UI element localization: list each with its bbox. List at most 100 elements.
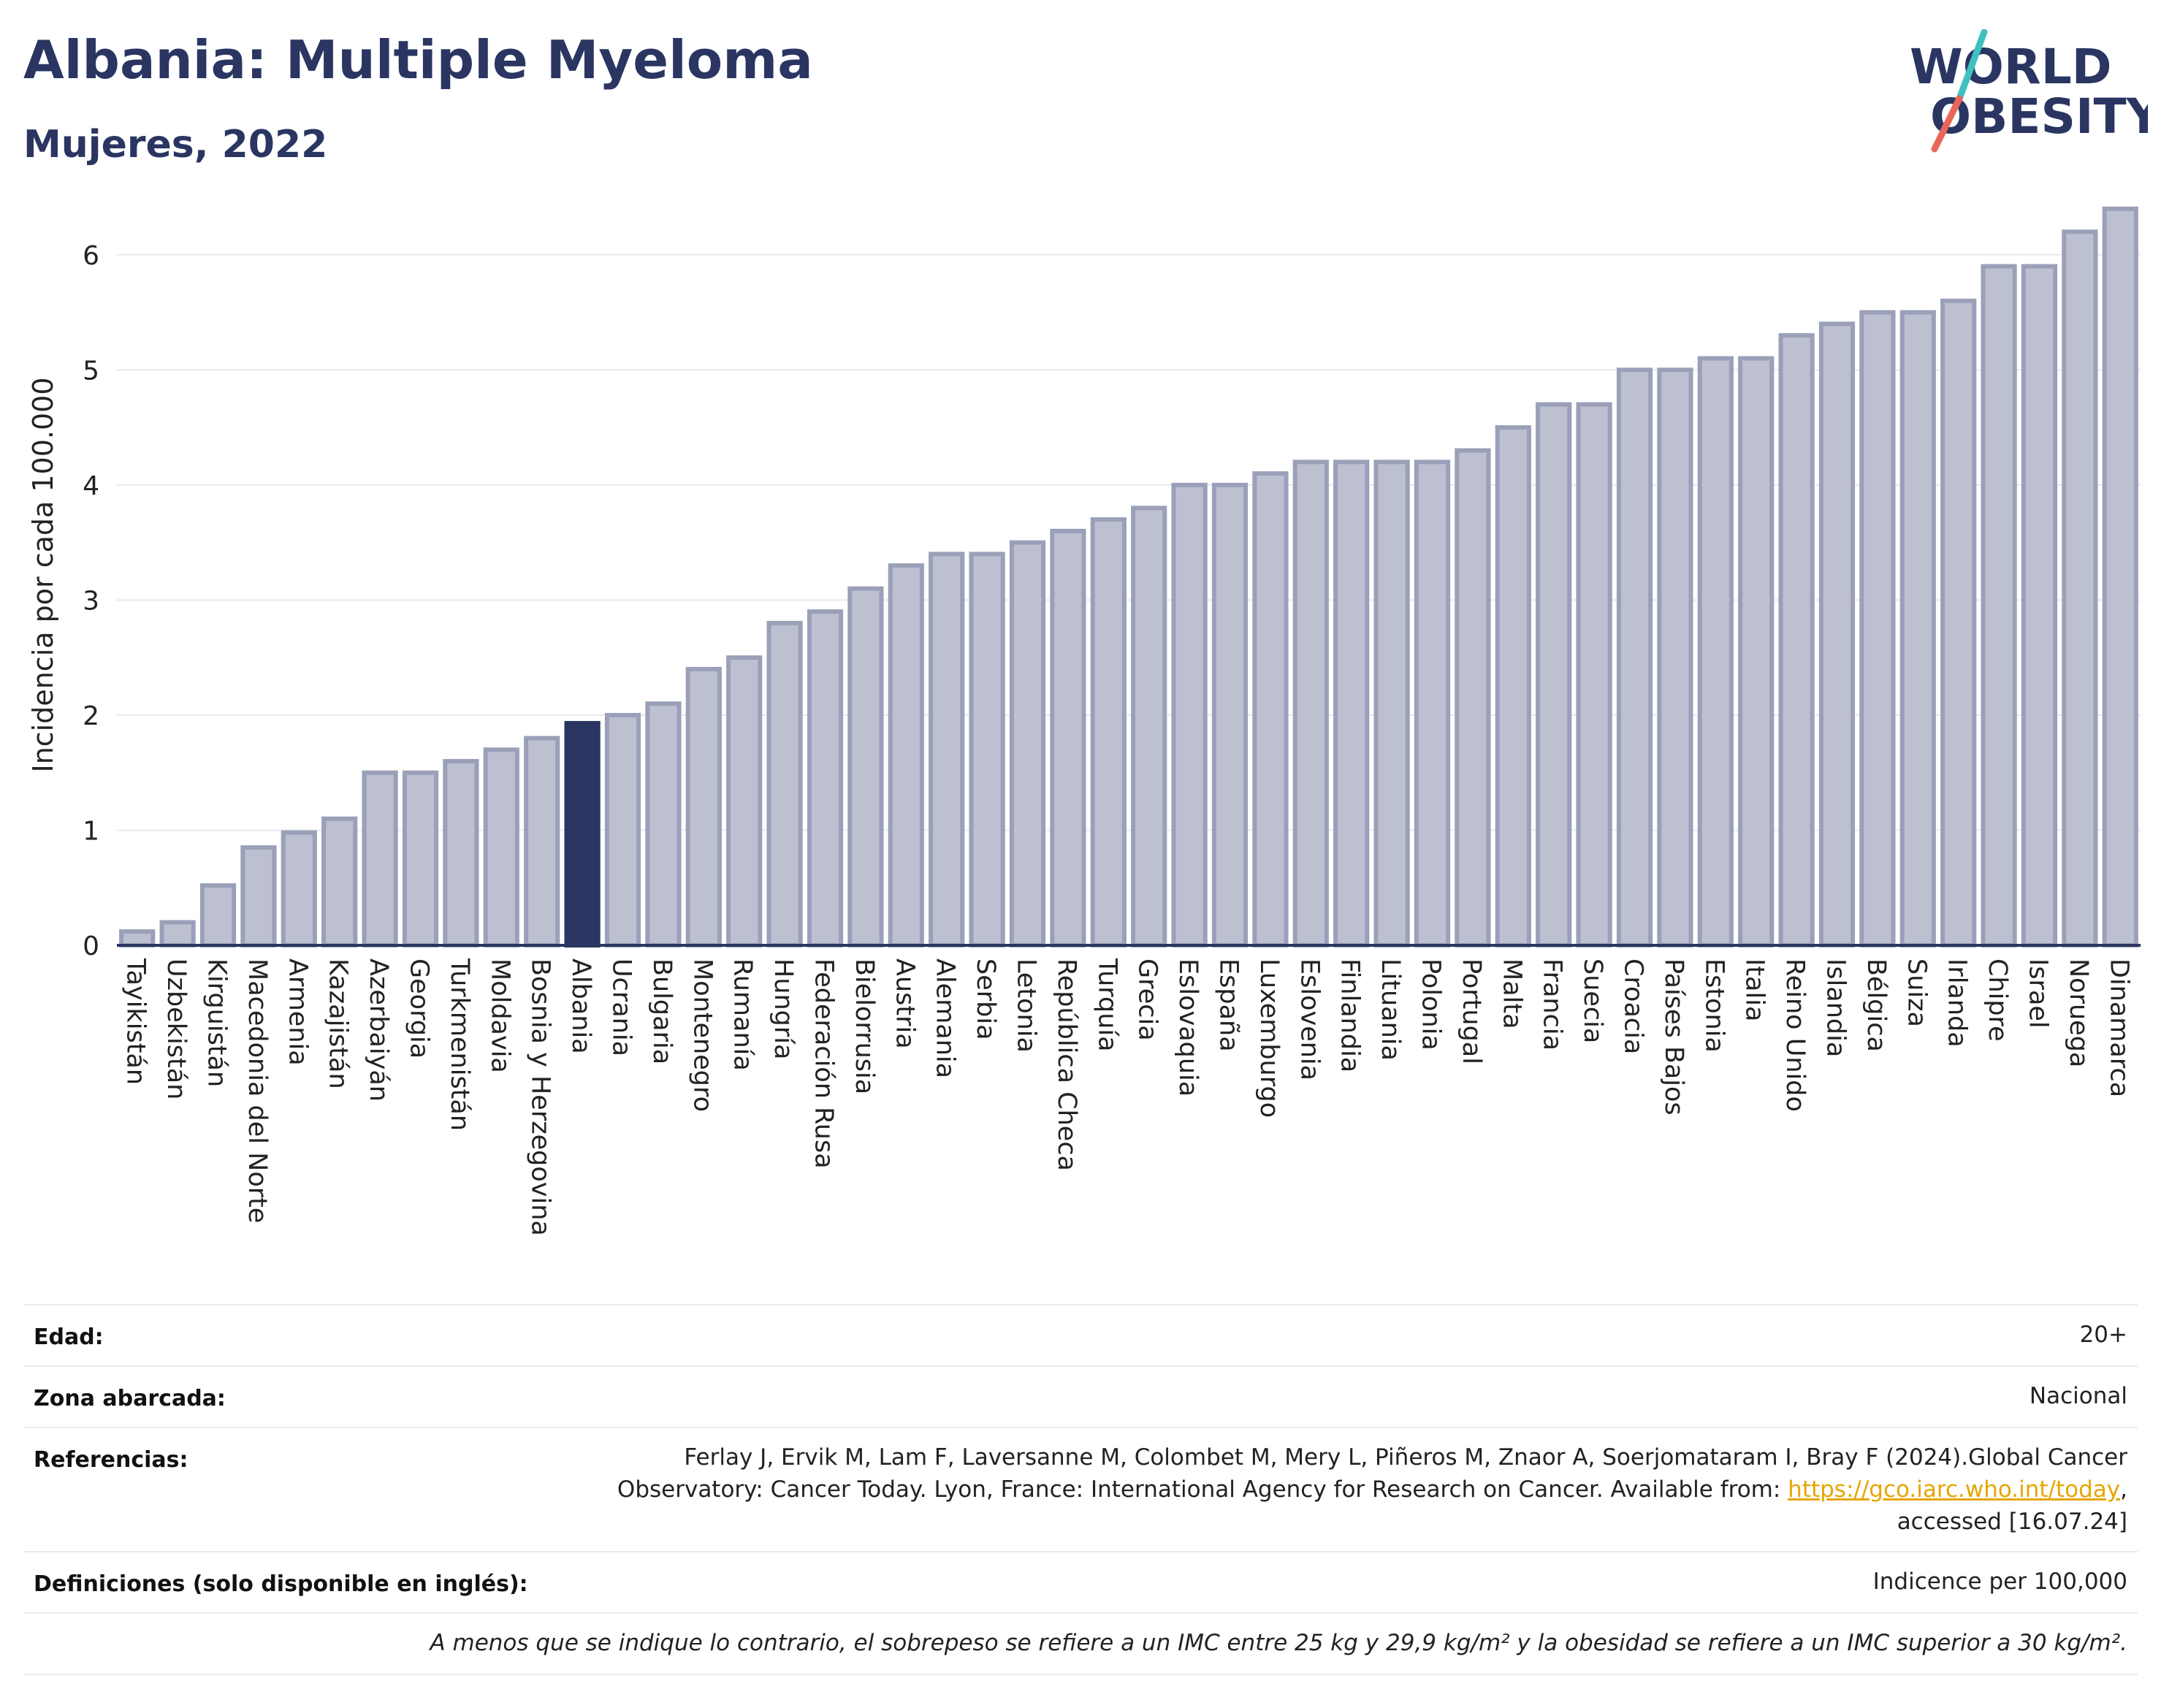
bar-portugal bbox=[1455, 448, 1491, 948]
x-tick-label: Eslovenia bbox=[1295, 958, 1324, 1080]
bar-turquía bbox=[1090, 517, 1127, 948]
metadata-table: Edad: 20+ Zona abarcada: Nacional Refere… bbox=[23, 1304, 2138, 1675]
bar-irlanda bbox=[1940, 298, 1977, 948]
bar-ucrania bbox=[604, 712, 641, 948]
bar-croacia bbox=[1616, 367, 1653, 948]
bar-tayikistán bbox=[119, 929, 156, 948]
meta-row-footnote: A menos que se indique lo contrario, el … bbox=[23, 1612, 2138, 1675]
x-tick-label: Irlanda bbox=[1943, 958, 1972, 1048]
bar-moldavia bbox=[483, 747, 519, 948]
bar-serbia bbox=[969, 552, 1005, 948]
meta-row-zone: Zona abarcada: Nacional bbox=[23, 1365, 2138, 1427]
x-tick-label: Ucrania bbox=[607, 958, 636, 1056]
bar-armenia bbox=[281, 830, 317, 948]
bar-letonia bbox=[1009, 540, 1046, 948]
x-tick-label: Finlandia bbox=[1335, 958, 1365, 1072]
x-tick-label: Dinamarca bbox=[2104, 958, 2133, 1097]
x-tick-label: Lituania bbox=[1376, 958, 1405, 1061]
bar-polonia bbox=[1414, 460, 1451, 948]
x-tick-label: España bbox=[1214, 958, 1243, 1052]
bar-chart: 0 1 2 3 4 5 6 Tayikistán Uzbekistán Kirguistán Ma… bbox=[27, 206, 2141, 1236]
logo-text-world: WORLD bbox=[1910, 39, 2112, 95]
x-tick-label: Suecia bbox=[1578, 958, 1607, 1043]
bar-francia bbox=[1536, 402, 1572, 948]
x-tick-label: Armenia bbox=[283, 958, 312, 1066]
x-tick-label: Turkmenistán bbox=[445, 958, 474, 1131]
x-tick-label: Eslovaquia bbox=[1173, 958, 1203, 1097]
x-tick-label: Suiza bbox=[1902, 958, 1931, 1027]
x-tick-label: Macedonia del Norte bbox=[243, 958, 272, 1223]
x-tick-label: Bosnia y Herzegovina bbox=[526, 958, 555, 1236]
x-tick-label: Bulgaria bbox=[647, 958, 676, 1064]
x-tick-label: Turquía bbox=[1092, 958, 1121, 1052]
bar-uzbekistán bbox=[159, 920, 196, 948]
bar-federación-rusa bbox=[807, 609, 844, 948]
x-tick-label: Uzbekistán bbox=[161, 958, 191, 1099]
x-tick-label: Alemania bbox=[931, 958, 960, 1078]
bar-kirguistán bbox=[199, 883, 237, 948]
bar-bosnia-y-herzegovina bbox=[524, 736, 560, 948]
y-tick-label: 3 bbox=[83, 586, 99, 616]
x-tick-label: Letonia bbox=[1012, 958, 1041, 1053]
x-tick-label: Reino Unido bbox=[1780, 958, 1810, 1112]
bar-grecia bbox=[1131, 506, 1167, 948]
bar-eslovaquia bbox=[1171, 482, 1208, 948]
meta-row-definitions: Definiciones (solo disponible en inglés)… bbox=[23, 1551, 2138, 1612]
x-tick-label: Islandia bbox=[1821, 958, 1851, 1057]
y-tick-label: 0 bbox=[83, 931, 99, 961]
bar-bélgica bbox=[1859, 310, 1896, 948]
x-tick-label: Moldavia bbox=[485, 958, 514, 1073]
x-tick-label: Países Bajos bbox=[1659, 958, 1688, 1116]
x-tick-label: Georgia bbox=[405, 958, 434, 1059]
bar-albania bbox=[564, 720, 601, 948]
x-tick-label: Hungría bbox=[769, 958, 798, 1059]
x-tick-label: Montenegro bbox=[687, 958, 717, 1112]
bar-israel bbox=[2021, 264, 2058, 948]
y-tick-label: 5 bbox=[83, 356, 99, 386]
bar-azerbaiyán bbox=[362, 770, 398, 948]
x-tick-label: Polonia bbox=[1417, 958, 1446, 1051]
bar-bielorrusia bbox=[847, 586, 884, 948]
references-line-3: accessed [16.07.24] bbox=[1897, 1509, 2127, 1535]
logo-slash-teal bbox=[1956, 29, 1988, 102]
bar-chipre bbox=[1981, 264, 2017, 948]
references-line-2: Observatory: Cancer Today. Lyon, France:… bbox=[617, 1473, 2127, 1506]
bar-malta bbox=[1495, 425, 1531, 948]
bar-finlandia bbox=[1333, 460, 1370, 948]
meta-label-definitions: Definiciones (solo disponible en inglés)… bbox=[34, 1571, 528, 1597]
x-tick-label: Portugal bbox=[1457, 958, 1486, 1064]
footnote-text: A menos que se indique lo contrario, el … bbox=[430, 1630, 2127, 1656]
bar-reino-unido bbox=[1778, 333, 1815, 948]
x-tick-label: Italia bbox=[1740, 958, 1769, 1021]
x-tick-label: Tayikistán bbox=[121, 958, 150, 1085]
references-link[interactable]: https://gco.iarc.who.int/today bbox=[1788, 1476, 2121, 1503]
bar-georgia bbox=[402, 770, 439, 948]
x-tick-label: Austria bbox=[890, 958, 919, 1049]
meta-label-zone: Zona abarcada: bbox=[34, 1386, 226, 1411]
x-tick-label: Estonia bbox=[1699, 958, 1729, 1053]
x-tick-label: Grecia bbox=[1133, 958, 1162, 1041]
y-tick-label: 2 bbox=[83, 701, 99, 731]
references-line-1: Ferlay J, Ervik M, Lam F, Laversanne M, … bbox=[684, 1444, 2127, 1471]
logo-text-obesity: OBESITY bbox=[1930, 88, 2148, 145]
x-tick-label: Albania bbox=[566, 958, 595, 1054]
y-tick-label: 4 bbox=[83, 471, 99, 501]
page-title: Albania: Multiple Myeloma bbox=[23, 29, 813, 91]
bar-bulgaria bbox=[645, 701, 682, 948]
meta-row-age: Edad: 20+ bbox=[23, 1304, 2138, 1365]
x-tick-label: Bielorrusia bbox=[850, 958, 879, 1094]
bar-países-bajos bbox=[1657, 367, 1693, 948]
meta-value-definitions: Indicence per 100,000 bbox=[1872, 1568, 2127, 1595]
bar-suecia bbox=[1576, 402, 1612, 948]
bar-suiza bbox=[1899, 310, 1936, 948]
bar-españa bbox=[1211, 482, 1249, 948]
references-text: Observatory: Cancer Today. Lyon, France:… bbox=[617, 1476, 1788, 1503]
meta-label-references: Referencias: bbox=[34, 1447, 188, 1473]
bar-luxemburgo bbox=[1252, 471, 1289, 948]
logo-slash-coral bbox=[1931, 95, 1963, 153]
y-axis-label: Incidencia por cada 100.000 bbox=[27, 377, 59, 772]
bar-alemania bbox=[929, 552, 965, 948]
bar-república-checa bbox=[1050, 528, 1086, 948]
y-tick-label: 1 bbox=[83, 816, 99, 846]
x-tick-label: Kirguistán bbox=[202, 958, 232, 1087]
